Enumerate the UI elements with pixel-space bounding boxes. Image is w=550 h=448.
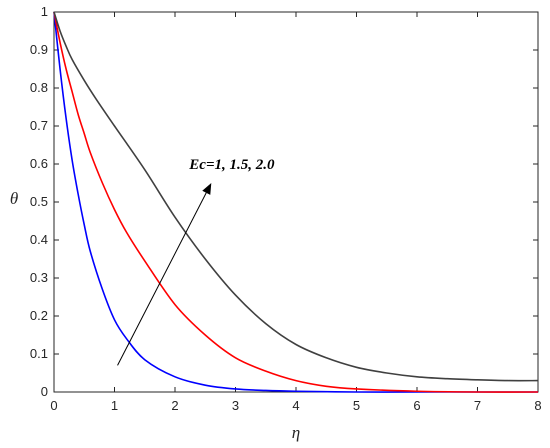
y-tick-label: 0.3	[30, 270, 48, 285]
y-tick-label: 1	[41, 4, 48, 19]
annotation-arrow-shaft	[117, 192, 207, 366]
annotation-text: Ec=1, 1.5, 2.0	[188, 157, 275, 173]
y-tick-label: 0.6	[30, 156, 48, 171]
x-tick-label: 4	[292, 398, 299, 413]
x-axis-label: η	[292, 423, 300, 442]
series-line-3	[53, 11, 539, 382]
y-tick-label: 0.9	[30, 42, 48, 57]
annotation-group: Ec=1, 1.5, 2.0	[117, 157, 275, 366]
y-tick-label: 0.8	[30, 80, 48, 95]
x-tick-label: 5	[353, 398, 360, 413]
y-tick-label: 0.1	[30, 346, 48, 361]
x-tick-label: 6	[413, 398, 420, 413]
annotation-arrow-head	[202, 183, 212, 195]
series-line-1	[53, 11, 538, 393]
y-tick-label: 0.2	[30, 308, 48, 323]
y-tick-label: 0.5	[30, 194, 48, 209]
x-tick-label: 7	[474, 398, 481, 413]
y-tick-label: 0.4	[30, 232, 48, 247]
x-tick-label: 1	[111, 398, 118, 413]
plot-area	[53, 11, 539, 393]
y-axis-label: θ	[10, 189, 18, 208]
y-tick-label: 0.7	[30, 118, 48, 133]
y-tick-label: 0	[41, 384, 48, 399]
series-group	[53, 11, 539, 393]
x-tick-label: 3	[232, 398, 239, 413]
series-line-2	[53, 11, 539, 393]
x-tick-label: 8	[534, 398, 541, 413]
x-tick-label: 2	[171, 398, 178, 413]
x-tick-label: 0	[50, 398, 57, 413]
